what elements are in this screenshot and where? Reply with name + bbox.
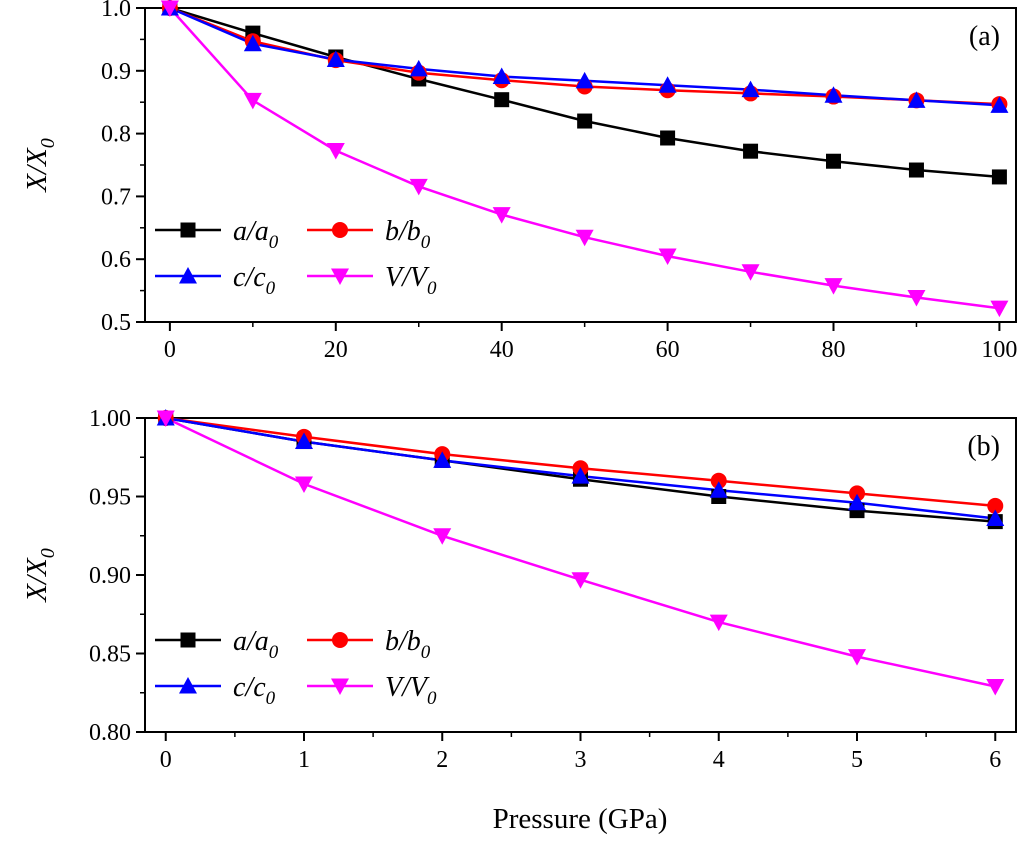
data-point-c [848,493,867,511]
data-point-V [824,278,843,295]
data-point-b [987,497,1004,514]
data-point-c [409,59,428,77]
panel-a-frame [144,7,1017,323]
x-tick-label: 40 [490,337,514,363]
data-point-V [571,572,590,589]
data-point-c [741,80,760,98]
x-tick-label: 6 [989,747,1001,773]
x-axis-title: Pressure (GPa) [493,803,668,835]
data-point-V [160,0,179,17]
data-point-c [824,86,843,103]
data-point-c [575,71,594,89]
x-tick-label: 80 [822,337,846,363]
x-tick-label: 2 [436,747,448,773]
data-point-V [243,92,262,110]
legend-marker-V [331,268,349,285]
data-point-V [326,143,345,160]
data-point-c [990,96,1009,113]
y-tick-label: 1.0 [101,0,131,22]
data-point-a [494,92,510,108]
legend-label-V: V/V0 [385,672,437,709]
data-point-V [986,678,1005,696]
data-point-V [907,290,926,307]
x-tick-label: 5 [851,747,863,773]
legend-marker-c [179,677,197,694]
x-tick-label: 60 [656,337,680,363]
data-point-c [709,481,728,498]
legend-label-b: b/b0 [385,626,431,663]
x-tick-label: 20 [324,337,348,363]
data-point-V [709,614,728,632]
y-tick-label: 1.00 [89,406,131,432]
panel-a-legend: a/a0 b/b0 c/c0 V/V0 [155,216,437,299]
x-tick-label: 4 [713,747,725,773]
legend-marker-a [180,632,196,648]
panel-a: 0 20 40 60 80 100 0.5 0.6 0.7 0.8 0.9 1.0 X/X0 (a) a/a… [21,0,1017,363]
data-point-a [991,169,1007,185]
data-point-c [986,509,1005,526]
data-point-V [294,476,313,493]
y-tick-label: 0.80 [89,720,131,746]
data-point-a [743,143,759,159]
data-point-c [433,451,452,468]
y-tick-label: 0.5 [101,310,131,336]
data-point-c [571,467,590,484]
x-tick-label: 3 [575,747,587,773]
data-point-c [658,76,677,93]
legend-label-a: a/a0 [233,626,279,663]
panel-b-y-axis-title: X/X0 [21,548,59,603]
y-tick-label: 0.8 [101,122,131,148]
data-point-b [849,485,866,502]
legend-label-c: c/c0 [233,262,276,299]
x-tick-label: 0 [164,337,176,363]
panel-b-label: (b) [967,431,1000,462]
data-point-a [908,162,924,178]
y-tick-label: 0.9 [101,59,131,85]
panel-b: 0 1 2 3 4 5 6 0.80 0.85 0.90 0.95 1.00 X/X0 (b) a/a0 b/… [21,406,1017,773]
x-tick-label: 1 [298,747,310,773]
legend-label-V: V/V0 [385,262,437,299]
series-line-V [165,416,996,688]
legend-marker-b [332,222,348,238]
series-line-V [168,7,1000,310]
panel-a-y-axis-title: X/X0 [21,138,59,193]
data-point-V [658,248,677,266]
legend-marker-b [332,632,348,648]
y-tick-label: 0.95 [89,485,131,511]
data-point-a [577,113,593,129]
data-point-V [575,229,594,247]
y-tick-label: 0.7 [101,184,131,210]
legend-marker-c [179,267,197,284]
y-tick-label: 0.85 [89,642,131,668]
legend-label-a: a/a0 [233,216,279,253]
y-tick-label: 0.6 [101,247,131,273]
data-point-b [710,472,727,489]
data-point-c [243,34,262,52]
data-point-V [156,410,175,427]
legend-label-c: c/c0 [233,672,276,709]
x-tick-label: 100 [981,337,1017,363]
data-point-V [433,528,452,545]
data-point-a [826,153,842,169]
y-tick-label: 0.90 [89,563,131,589]
x-tick-label: 0 [160,747,172,773]
legend-marker-a [180,222,196,238]
data-point-V [409,178,428,196]
data-point-c [326,50,345,67]
legend-marker-V [331,678,349,695]
data-point-c [294,432,313,450]
data-point-V [990,300,1009,318]
panel-b-legend: a/a0 b/b0 c/c0 V/V0 [155,626,437,709]
data-point-V [492,207,511,224]
data-point-c [492,67,511,84]
data-point-a [660,130,676,146]
data-point-V [848,649,867,666]
data-point-c [907,91,926,108]
legend-label-b: b/b0 [385,216,431,253]
panel-a-label: (a) [969,21,1000,52]
data-point-V [741,264,760,281]
